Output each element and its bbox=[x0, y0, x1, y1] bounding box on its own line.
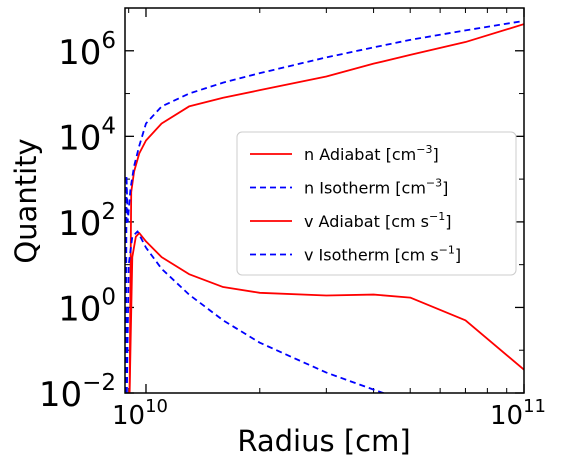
y-tick-label: 102 bbox=[58, 199, 116, 244]
series-line-4 bbox=[125, 230, 386, 393]
series-line-1 bbox=[128, 23, 524, 393]
legend: n Adiabat [cm−3] n Isotherm [cm−3] v Adiab… bbox=[236, 131, 517, 276]
y-tick-label: 10−2 bbox=[39, 370, 116, 415]
x-tick-label: 1011 bbox=[490, 396, 546, 431]
x-axis-title: Radius [cm] bbox=[237, 424, 410, 458]
legend-label: v Isotherm [cm s−1] bbox=[304, 244, 461, 265]
legend-box bbox=[236, 131, 517, 276]
y-tick-label: 104 bbox=[58, 113, 116, 158]
series-line-3 bbox=[128, 232, 524, 393]
plot-area bbox=[125, 19, 524, 393]
y-tick-label: 100 bbox=[58, 284, 116, 329]
legend-label: n Adiabat [cm−3] bbox=[304, 143, 439, 164]
y-axis-title: Quantity bbox=[9, 138, 43, 263]
tick-labels: 1010 1011 10−2 100 102 104 106 bbox=[39, 28, 546, 431]
legend-label: v Adiabat [cm s−1] bbox=[304, 210, 451, 231]
y-tick-label: 106 bbox=[58, 28, 116, 73]
plot-frame bbox=[124, 7, 525, 394]
legend-label: n Isotherm [cm−3] bbox=[304, 177, 448, 198]
series-line-2 bbox=[125, 19, 524, 393]
x-tick-label: 1010 bbox=[112, 396, 168, 431]
